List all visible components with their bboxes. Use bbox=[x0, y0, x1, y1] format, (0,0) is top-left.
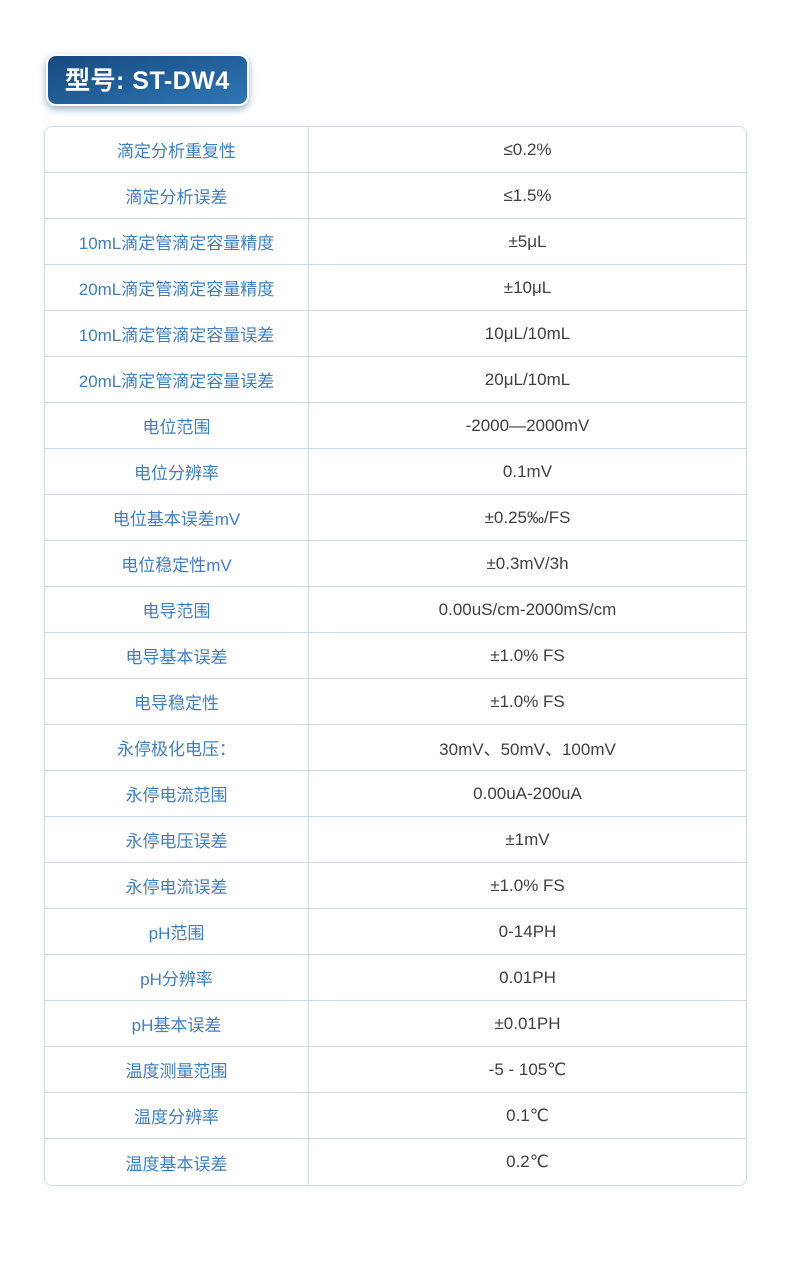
spec-parameter-value: ±1.0% FS bbox=[490, 645, 565, 665]
spec-parameter-label: 永停电压误差 bbox=[45, 817, 309, 862]
table-row: 永停极化电压： 30mV、50mV、100mV bbox=[45, 725, 746, 771]
spec-parameter-label: 温度测量范围 bbox=[45, 1047, 309, 1092]
spec-parameter-value: -5 - 105℃ bbox=[488, 1059, 567, 1079]
spec-parameter-label: 电导基本误差 bbox=[45, 633, 309, 678]
table-row: 10mL滴定管滴定容量精度 ±5μL bbox=[45, 219, 746, 265]
spec-table: 滴定分析重复性 ≤0.2% 滴定分析误差 ≤1.5% 10mL滴定管滴定容量精度 ±5μL… bbox=[44, 126, 747, 1186]
table-row: 电导基本误差 ±1.0% FS bbox=[45, 633, 746, 679]
table-row: 20mL滴定管滴定容量精度 ±10μL bbox=[45, 265, 746, 311]
table-row: 永停电流范围 0.00uA-200uA bbox=[45, 771, 746, 817]
spec-parameter-value: 20μL/10mL bbox=[484, 369, 571, 389]
spec-parameter-value: -2000—2000mV bbox=[465, 415, 590, 435]
spec-parameter-value: 0.1mV bbox=[502, 461, 553, 481]
spec-parameter-label: 电导范围 bbox=[45, 587, 309, 632]
spec-parameter-value: 30mV、50mV、100mV bbox=[439, 740, 616, 759]
spec-parameter-value: ≤1.5% bbox=[503, 185, 552, 205]
spec-parameter-value: ±10μL bbox=[503, 277, 552, 297]
table-row: 电导稳定性 ±1.0% FS bbox=[45, 679, 746, 725]
spec-parameter-label: 电位稳定性mV bbox=[45, 541, 309, 586]
spec-parameter-value: 10μL/10mL bbox=[484, 323, 571, 343]
table-row: 电位分辨率 0.1mV bbox=[45, 449, 746, 495]
spec-parameter-value: 0-14PH bbox=[498, 921, 557, 941]
spec-parameter-value: ±1mV bbox=[505, 829, 550, 849]
model-badge: 型号: ST-DW4 bbox=[46, 54, 249, 106]
table-row: 温度测量范围 -5 - 105℃ bbox=[45, 1047, 746, 1093]
spec-table-body: 滴定分析重复性 ≤0.2% 滴定分析误差 ≤1.5% 10mL滴定管滴定容量精度 ±5μL… bbox=[45, 127, 746, 1185]
spec-parameter-value: ±1.0% FS bbox=[490, 691, 565, 711]
spec-parameter-label: 滴定分析重复性 bbox=[45, 127, 309, 172]
table-row: 电位范围 -2000—2000mV bbox=[45, 403, 746, 449]
spec-parameter-value: ±0.01PH bbox=[494, 1013, 561, 1033]
spec-parameter-label: 电位基本误差mV bbox=[45, 495, 309, 540]
spec-parameter-label: 20mL滴定管滴定容量精度 bbox=[45, 265, 309, 310]
spec-parameter-value: 0.00uA-200uA bbox=[473, 783, 582, 803]
spec-parameter-label: 10mL滴定管滴定容量误差 bbox=[45, 311, 309, 356]
spec-parameter-value: ±1.0% FS bbox=[490, 875, 565, 895]
spec-parameter-value: ±5μL bbox=[508, 231, 547, 251]
spec-parameter-label: pH范围 bbox=[45, 909, 309, 954]
spec-parameter-label: 电位分辨率 bbox=[45, 449, 309, 494]
spec-parameter-label: 永停电流误差 bbox=[45, 863, 309, 908]
table-row: 10mL滴定管滴定容量误差 10μL/10mL bbox=[45, 311, 746, 357]
table-row: 滴定分析误差 ≤1.5% bbox=[45, 173, 746, 219]
table-row: 温度基本误差 0.2℃ bbox=[45, 1139, 746, 1185]
spec-parameter-value: 0.2℃ bbox=[506, 1152, 549, 1171]
spec-parameter-label: 20mL滴定管滴定容量误差 bbox=[45, 357, 309, 402]
spec-parameter-label: 温度分辨率 bbox=[45, 1093, 309, 1138]
spec-parameter-value: ≤0.2% bbox=[503, 139, 552, 159]
table-row: 永停电压误差 ±1mV bbox=[45, 817, 746, 863]
spec-parameter-label: 电位范围 bbox=[45, 403, 309, 448]
table-row: 电导范围 0.00uS/cm-2000mS/cm bbox=[45, 587, 746, 633]
table-row: 温度分辨率 0.1℃ bbox=[45, 1093, 746, 1139]
spec-parameter-value: ±0.25‰/FS bbox=[484, 507, 571, 527]
table-row: pH基本误差 ±0.01PH bbox=[45, 1001, 746, 1047]
spec-parameter-label: pH基本误差 bbox=[45, 1001, 309, 1046]
spec-parameter-label: 电导稳定性 bbox=[45, 679, 309, 724]
spec-parameter-label: 永停极化电压： bbox=[45, 725, 309, 770]
spec-parameter-value: 0.01PH bbox=[499, 967, 556, 987]
table-row: 电位基本误差mV ±0.25‰/FS bbox=[45, 495, 746, 541]
table-row: 永停电流误差 ±1.0% FS bbox=[45, 863, 746, 909]
spec-parameter-label: 10mL滴定管滴定容量精度 bbox=[45, 219, 309, 264]
table-row: 电位稳定性mV ±0.3mV/3h bbox=[45, 541, 746, 587]
spec-parameter-label: 温度基本误差 bbox=[45, 1139, 309, 1185]
spec-parameter-value: 0.00uS/cm-2000mS/cm bbox=[438, 599, 617, 619]
table-row: 滴定分析重复性 ≤0.2% bbox=[45, 127, 746, 173]
spec-parameter-label: 滴定分析误差 bbox=[45, 173, 309, 218]
table-row: pH分辨率 0.01PH bbox=[45, 955, 746, 1001]
spec-parameter-label: 永停电流范围 bbox=[45, 771, 309, 816]
spec-parameter-label: pH分辨率 bbox=[45, 955, 309, 1000]
table-row: pH范围 0-14PH bbox=[45, 909, 746, 955]
table-row: 20mL滴定管滴定容量误差 20μL/10mL bbox=[45, 357, 746, 403]
spec-parameter-value: ±0.3mV/3h bbox=[486, 553, 569, 573]
spec-parameter-value: 0.1℃ bbox=[506, 1105, 549, 1125]
